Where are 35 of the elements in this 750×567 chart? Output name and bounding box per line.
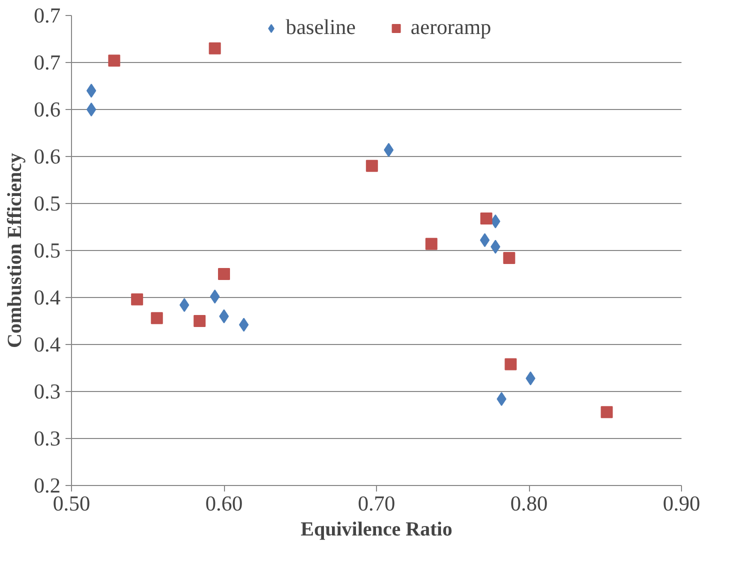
point — [108, 54, 120, 67]
y-tick-label: 0.3 — [34, 380, 61, 404]
y-tick-label: 0.6 — [34, 98, 61, 122]
y-tick-label: 0.5 — [34, 238, 61, 262]
point — [86, 84, 96, 98]
y-tick-label: 0.4 — [34, 332, 61, 356]
point — [150, 312, 163, 324]
point — [238, 318, 249, 332]
legend-label: aeroramp — [410, 15, 492, 40]
y-tick-label: 0.7 — [34, 4, 61, 28]
point — [131, 293, 144, 306]
y-tick-label: 0.7 — [34, 50, 61, 74]
point — [86, 102, 96, 116]
x-tick-label: 0.70 — [358, 492, 396, 516]
x-axis-title: Equivilence Ratio — [300, 518, 452, 540]
y-tick-label: 0.3 — [34, 426, 61, 450]
point — [194, 315, 206, 327]
point — [504, 358, 517, 370]
point — [366, 160, 378, 172]
x-tick-label: 0.60 — [205, 492, 243, 516]
point — [480, 233, 490, 248]
point — [218, 268, 230, 280]
point — [480, 212, 492, 225]
legend-label: baseline — [286, 15, 356, 40]
y-tick-label: 0.5 — [34, 192, 61, 216]
x-tick-label: 0.90 — [662, 492, 700, 516]
y-axis-title: Combustion Efficiency — [4, 153, 26, 348]
point — [503, 252, 516, 264]
y-tick-label: 0.6 — [34, 144, 61, 168]
x-tick-label: 0.80 — [510, 492, 548, 516]
y-tick-label: 0.4 — [34, 286, 61, 310]
point — [425, 238, 438, 250]
point — [384, 142, 394, 157]
point — [208, 42, 221, 54]
point — [600, 406, 613, 418]
